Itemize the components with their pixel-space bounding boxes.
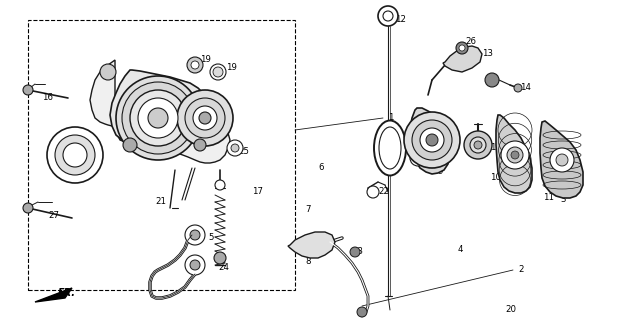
Polygon shape bbox=[35, 288, 72, 302]
Polygon shape bbox=[410, 108, 450, 174]
Text: 18: 18 bbox=[72, 157, 83, 167]
Circle shape bbox=[470, 137, 486, 153]
Text: 16: 16 bbox=[42, 93, 53, 102]
Text: 1: 1 bbox=[388, 114, 394, 122]
Text: 23: 23 bbox=[352, 247, 363, 257]
Circle shape bbox=[474, 141, 482, 149]
Text: 13: 13 bbox=[482, 50, 493, 59]
Circle shape bbox=[214, 252, 226, 264]
Circle shape bbox=[383, 11, 393, 21]
Ellipse shape bbox=[374, 121, 406, 176]
Circle shape bbox=[23, 85, 33, 95]
Circle shape bbox=[367, 186, 379, 198]
Circle shape bbox=[130, 90, 186, 146]
Text: 12: 12 bbox=[395, 16, 406, 24]
Circle shape bbox=[556, 154, 568, 166]
Circle shape bbox=[514, 84, 522, 92]
Circle shape bbox=[177, 90, 233, 146]
Circle shape bbox=[47, 127, 103, 183]
Circle shape bbox=[507, 147, 523, 163]
Circle shape bbox=[63, 143, 87, 167]
Circle shape bbox=[412, 120, 452, 160]
Text: 14: 14 bbox=[520, 84, 531, 93]
Text: 8: 8 bbox=[305, 258, 310, 266]
Polygon shape bbox=[443, 46, 482, 72]
Ellipse shape bbox=[379, 127, 401, 169]
Circle shape bbox=[199, 112, 211, 124]
Text: 6: 6 bbox=[318, 163, 323, 172]
Text: 9: 9 bbox=[437, 168, 442, 176]
Text: 25: 25 bbox=[238, 148, 249, 156]
Circle shape bbox=[410, 150, 426, 166]
Circle shape bbox=[194, 139, 206, 151]
Polygon shape bbox=[288, 232, 335, 258]
Circle shape bbox=[464, 131, 492, 159]
Text: 19: 19 bbox=[200, 56, 211, 65]
Circle shape bbox=[414, 154, 422, 162]
Circle shape bbox=[350, 247, 360, 257]
Circle shape bbox=[55, 135, 95, 175]
Circle shape bbox=[23, 203, 33, 213]
Polygon shape bbox=[540, 121, 583, 198]
Circle shape bbox=[426, 134, 438, 146]
Circle shape bbox=[123, 138, 137, 152]
Polygon shape bbox=[90, 60, 230, 163]
Text: 7: 7 bbox=[305, 205, 310, 215]
Text: 2: 2 bbox=[518, 266, 524, 274]
Circle shape bbox=[116, 76, 200, 160]
Circle shape bbox=[193, 106, 217, 130]
Polygon shape bbox=[496, 115, 532, 193]
Circle shape bbox=[190, 230, 200, 240]
Circle shape bbox=[213, 67, 223, 77]
Circle shape bbox=[550, 148, 574, 172]
Text: 3: 3 bbox=[560, 196, 566, 204]
Text: 17: 17 bbox=[252, 188, 263, 197]
Circle shape bbox=[227, 140, 243, 156]
Circle shape bbox=[215, 180, 225, 190]
Text: 10: 10 bbox=[490, 174, 501, 183]
Circle shape bbox=[459, 45, 465, 51]
Circle shape bbox=[357, 307, 367, 317]
Circle shape bbox=[231, 144, 239, 152]
Bar bbox=[28, 20, 295, 290]
Text: 24: 24 bbox=[218, 264, 229, 273]
Text: 11: 11 bbox=[543, 193, 554, 203]
Circle shape bbox=[187, 57, 203, 73]
Text: 19: 19 bbox=[226, 64, 237, 73]
Text: 4: 4 bbox=[458, 245, 463, 254]
Text: 15: 15 bbox=[490, 143, 501, 153]
Circle shape bbox=[138, 98, 178, 138]
Circle shape bbox=[191, 61, 199, 69]
Circle shape bbox=[185, 98, 225, 138]
Text: 21: 21 bbox=[155, 197, 166, 206]
Text: 20: 20 bbox=[505, 306, 516, 315]
Circle shape bbox=[190, 260, 200, 270]
Text: FR.: FR. bbox=[58, 288, 76, 298]
Text: 22: 22 bbox=[378, 188, 389, 197]
Circle shape bbox=[185, 255, 205, 275]
Circle shape bbox=[456, 42, 468, 54]
Circle shape bbox=[511, 151, 519, 159]
Text: 5: 5 bbox=[208, 233, 214, 243]
Circle shape bbox=[210, 64, 226, 80]
Circle shape bbox=[485, 73, 499, 87]
Polygon shape bbox=[110, 70, 212, 146]
Circle shape bbox=[404, 112, 460, 168]
Circle shape bbox=[100, 64, 116, 80]
Circle shape bbox=[185, 225, 205, 245]
Circle shape bbox=[148, 108, 168, 128]
Circle shape bbox=[378, 6, 398, 26]
Circle shape bbox=[435, 155, 445, 165]
Circle shape bbox=[122, 82, 194, 154]
Circle shape bbox=[420, 128, 444, 152]
Circle shape bbox=[501, 141, 529, 169]
Text: 27: 27 bbox=[48, 211, 59, 219]
Text: 26: 26 bbox=[465, 38, 476, 46]
